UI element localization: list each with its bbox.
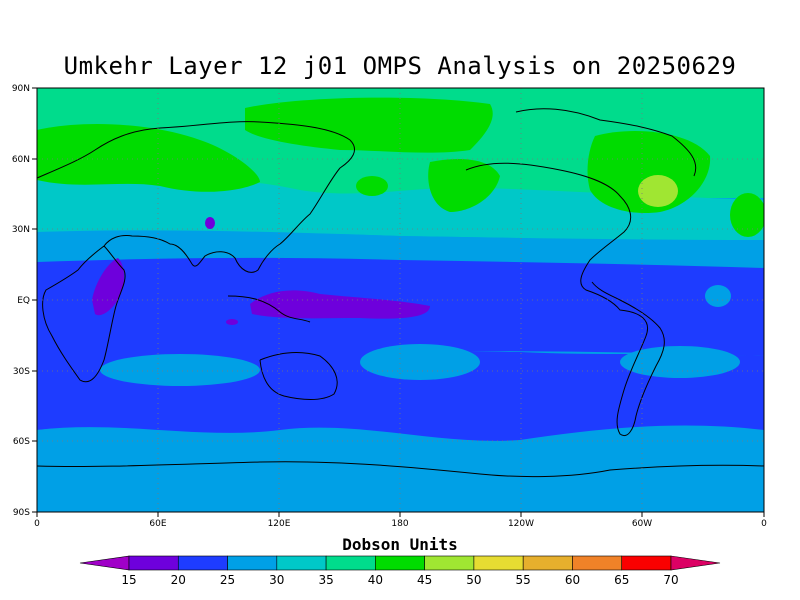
- colorbar-swatch: [621, 555, 672, 571]
- colorbar-label: 25: [220, 573, 235, 587]
- colorbar-swatch: [128, 555, 179, 571]
- coastlines: [37, 108, 764, 478]
- lat-label: 90S: [13, 508, 30, 518]
- colorbar-label: 45: [417, 573, 432, 587]
- colorbar-label: 20: [171, 573, 186, 587]
- colorbar-swatch: [522, 555, 573, 571]
- patch-30-atlantic: [620, 346, 740, 378]
- lon-label: 60E: [149, 519, 166, 529]
- lat-label: 60S: [13, 437, 30, 447]
- lon-label: 120W: [508, 519, 534, 529]
- colorbar-label: 30: [269, 573, 284, 587]
- ozone-field: [37, 88, 764, 512]
- min-tibet: [205, 217, 215, 229]
- patch-30-pacific: [360, 344, 480, 380]
- min-indonesia: [250, 290, 430, 319]
- colorbar-swatch: [276, 555, 327, 571]
- grid-lines: [37, 88, 764, 512]
- colorbar-swatch: [375, 555, 425, 571]
- colorbar-label: 70: [663, 573, 678, 587]
- lat-label: 60N: [12, 155, 30, 165]
- colorbar-swatch: [572, 555, 623, 571]
- max-45-50: [638, 175, 678, 207]
- green-pacific: [428, 158, 500, 212]
- lat-label: 30N: [12, 225, 30, 235]
- patch-30-south-africa: [100, 354, 260, 386]
- lat-labels: 90N 60N 30N EQ 30S 60S 90S: [12, 84, 30, 518]
- green-arctic: [245, 97, 493, 153]
- patch-30-atlantic-eq: [705, 285, 731, 307]
- colorbar: 15 20 25 30 35 40 45 50 55 60 65 70: [79, 555, 721, 587]
- colorbar-arrow-high: [670, 555, 721, 571]
- colorbar-label: 60: [565, 573, 580, 587]
- colorbar-swatch: [473, 555, 524, 571]
- lon-label: 180: [391, 519, 408, 529]
- colorbar-swatch: [177, 555, 228, 571]
- colorbar-swatch: [424, 555, 475, 571]
- colorbar-arrow-low: [79, 555, 130, 571]
- colorbar-label: 65: [614, 573, 629, 587]
- lat-label: 90N: [12, 84, 30, 94]
- colorbar-label: 15: [121, 573, 136, 587]
- min-east-africa: [92, 258, 124, 316]
- colorbar-label: 50: [466, 573, 481, 587]
- colorbar-label: 55: [516, 573, 531, 587]
- map-title: Umkehr Layer 12 j01 OMPS Analysis on 202…: [63, 52, 737, 80]
- green-atlantic-east: [730, 193, 764, 237]
- colorbar-title: Dobson Units: [342, 535, 458, 554]
- lon-label: 60W: [632, 519, 652, 529]
- green-pacific-small: [356, 176, 388, 196]
- colorbar-swatch: [325, 555, 376, 571]
- lon-label: 0: [34, 519, 40, 529]
- colorbar-swatch: [227, 555, 278, 571]
- tick-marks: [32, 87, 765, 517]
- lon-label: 0: [761, 519, 767, 529]
- green-canada: [587, 130, 711, 214]
- colorbar-label: 40: [368, 573, 383, 587]
- lat-label: EQ: [17, 296, 30, 306]
- colorbar-label: 35: [318, 573, 333, 587]
- green-europe: [37, 124, 260, 192]
- band-30-35: [37, 177, 764, 240]
- lat-label: 30S: [13, 367, 30, 377]
- lon-label: 120E: [268, 519, 291, 529]
- lon-labels: 0 60E 120E 180 120W 60W 0: [34, 519, 767, 529]
- min-small: [226, 319, 238, 325]
- band-antarctic: [37, 427, 764, 512]
